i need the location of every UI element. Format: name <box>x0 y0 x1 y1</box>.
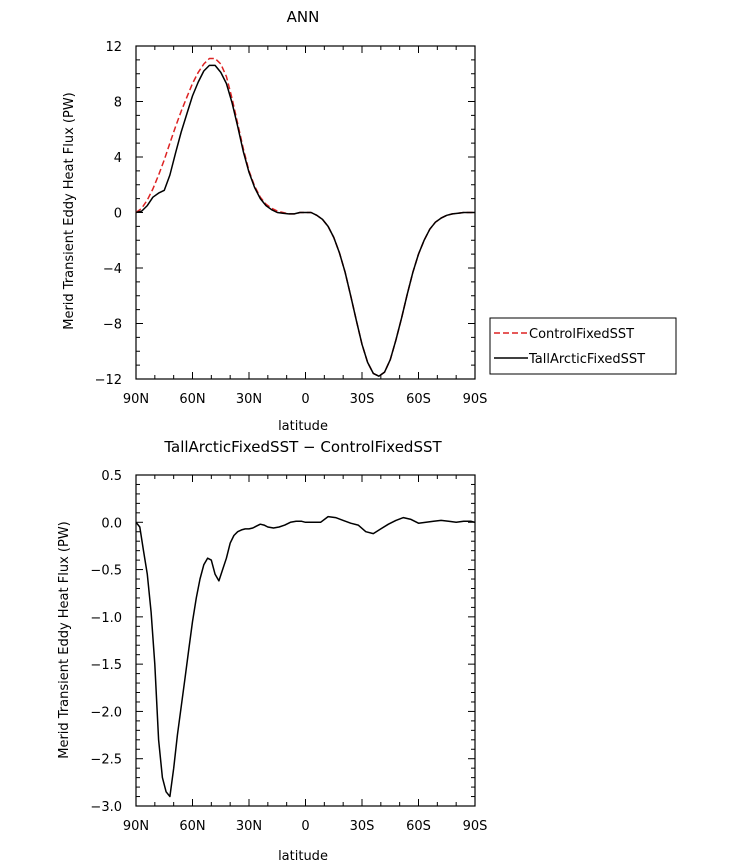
top-y-axis-label: Merid Transient Eddy Heat Flux (PW) <box>62 92 77 330</box>
x-tick-label-0: 90S <box>463 392 488 407</box>
x-tick-label-1: 60N <box>179 819 205 834</box>
y-tick-label-1: −0.5 <box>90 564 122 579</box>
bottom-panel: TallArcticFixedSST − ControlFixedSST lat… <box>57 438 487 864</box>
bottom-y-axis-label: Merid Transient Eddy Heat Flux (PW) <box>57 521 72 759</box>
y-tick-label-0: 4 <box>114 151 122 166</box>
x-tick-label-1: 30N <box>236 819 262 834</box>
y-tick-label-1: −1.5 <box>90 658 122 673</box>
x-tick-label-0: 0 <box>301 392 309 407</box>
legend: ControlFixedSST TallArcticFixedSST <box>489 317 677 375</box>
x-tick-label-1: 30S <box>350 819 375 834</box>
series-line-0-0 <box>135 57 475 377</box>
x-tick-label-0: 30S <box>350 392 375 407</box>
y-tick-label-1: −2.5 <box>90 753 122 768</box>
y-tick-label-1: 0.0 <box>101 516 122 531</box>
x-tick-label-0: 60S <box>406 392 431 407</box>
y-tick-label-0: −8 <box>103 318 122 333</box>
x-tick-label-1: 0 <box>301 819 309 834</box>
top-chart-title: ANN <box>287 8 320 26</box>
top-x-axis-label: latitude <box>278 419 328 434</box>
y-tick-label-0: 0 <box>114 207 122 222</box>
legend-label-control: ControlFixedSST <box>529 327 634 342</box>
series-line-0-1 <box>135 64 475 377</box>
x-tick-label-1: 60S <box>406 819 431 834</box>
bottom-chart-title: TallArcticFixedSST − ControlFixedSST <box>163 438 442 456</box>
bottom-x-axis-label: latitude <box>278 849 328 864</box>
y-tick-label-0: 8 <box>114 96 122 111</box>
legend-box <box>489 317 677 375</box>
x-tick-label-1: 90S <box>463 819 488 834</box>
y-tick-label-0: 12 <box>105 40 122 55</box>
y-tick-label-1: 0.5 <box>101 469 122 484</box>
top-panel: ANN latitude Merid Transient Eddy Heat F… <box>62 8 487 434</box>
y-tick-label-1: −2.0 <box>90 705 122 720</box>
x-tick-label-0: 90N <box>123 392 149 407</box>
y-tick-label-0: −4 <box>103 262 122 277</box>
plot-frame-1 <box>135 474 476 807</box>
y-tick-label-1: −3.0 <box>90 800 122 815</box>
x-tick-label-1: 90N <box>123 819 149 834</box>
x-tick-label-0: 60N <box>179 392 205 407</box>
x-tick-label-0: 30N <box>236 392 262 407</box>
series-line-1-0 <box>135 515 476 798</box>
legend-label-tallarctic: TallArcticFixedSST <box>528 352 645 367</box>
y-tick-label-0: −12 <box>95 373 122 388</box>
y-tick-label-1: −1.0 <box>90 611 122 626</box>
